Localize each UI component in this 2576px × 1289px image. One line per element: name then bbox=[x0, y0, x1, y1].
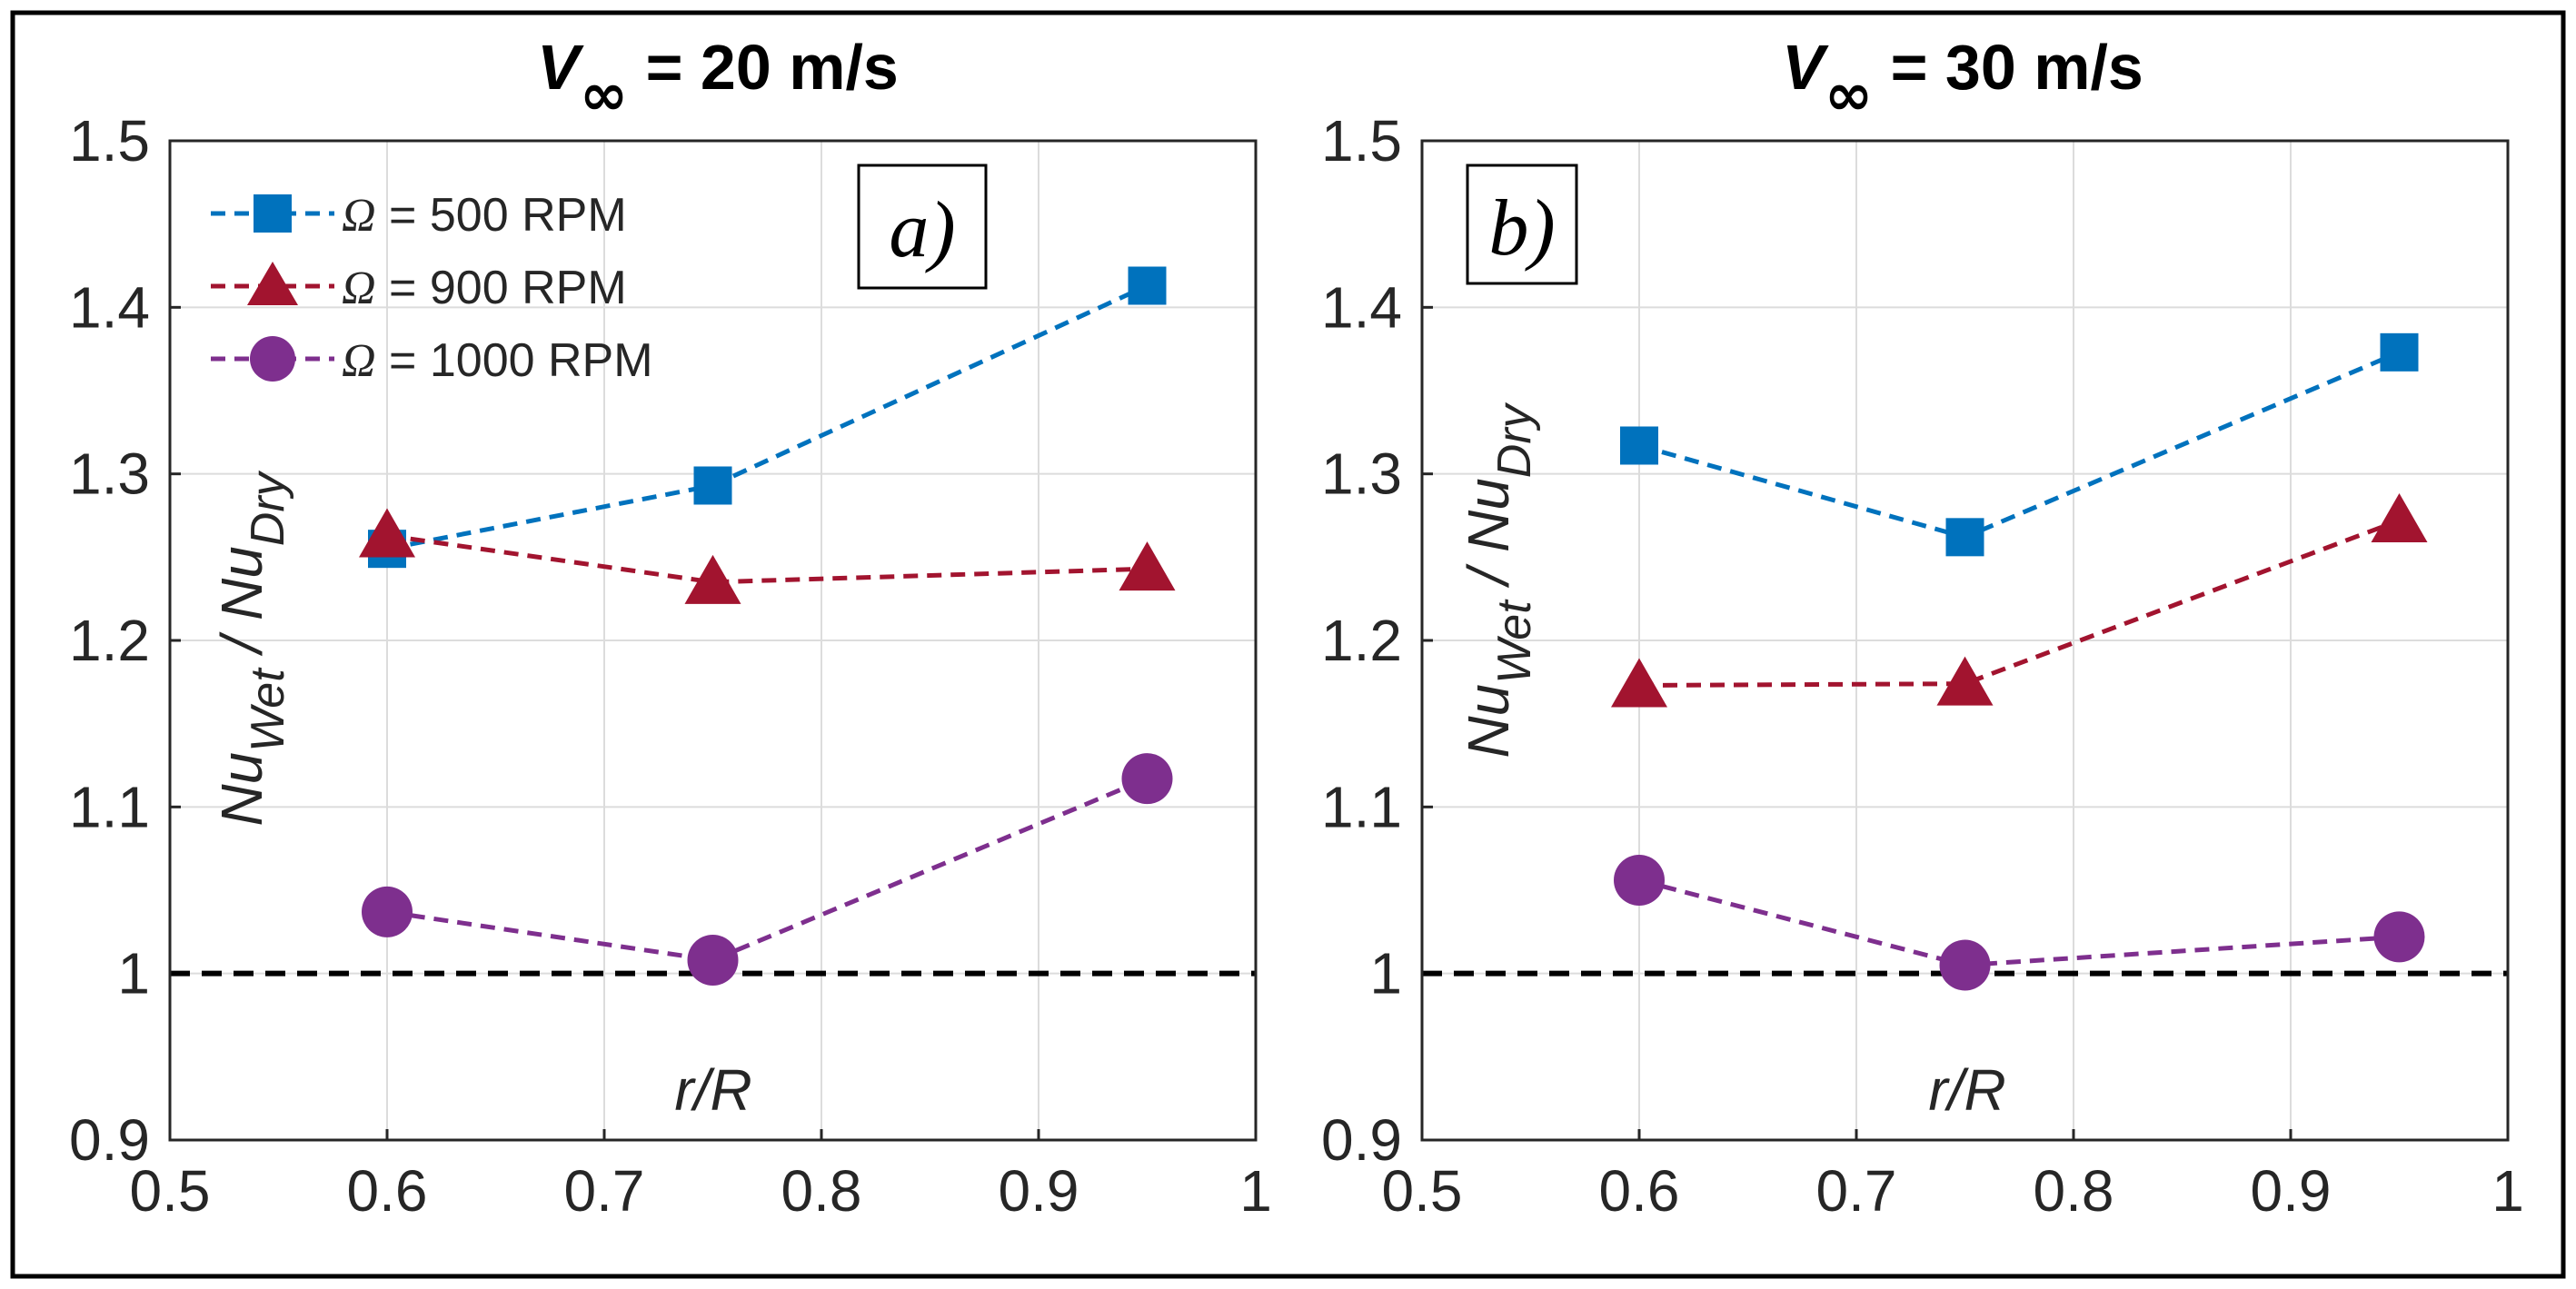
legend-entry-1000: Ω = 1000 RPM bbox=[211, 334, 653, 387]
legend-marker-900 bbox=[247, 262, 298, 305]
ytick-a-3: 1.2 bbox=[69, 608, 150, 673]
marks-a bbox=[168, 139, 1258, 1142]
marker-b-900rpm-1 bbox=[1936, 656, 1994, 706]
axes-frame-a bbox=[168, 139, 1258, 1142]
ytick-a-0: 0.9 bbox=[69, 1107, 150, 1173]
marker-a-900rpm-0 bbox=[359, 508, 415, 558]
marker-a-500rpm-1 bbox=[693, 466, 732, 505]
legend: Ω = 500 RPM Ω = 900 RPM Ω = 1000 RPM bbox=[211, 189, 653, 387]
axes-frame-b bbox=[1420, 139, 2510, 1142]
panel-label-box-a bbox=[857, 164, 988, 290]
legend-entry-900: Ω = 900 RPM bbox=[211, 262, 627, 314]
ytick-b-4: 1.3 bbox=[1321, 441, 1402, 507]
marker-a-900rpm-2 bbox=[1119, 541, 1176, 591]
ylabel-a: NuWet / NuDry bbox=[209, 470, 294, 826]
legend-marker-500 bbox=[254, 194, 292, 233]
series-line-a-900rpm bbox=[386, 533, 1148, 585]
ytick-b-2: 1.1 bbox=[1321, 774, 1402, 839]
marker-b-1000rpm-2 bbox=[2373, 911, 2425, 963]
ytick-a-1: 1 bbox=[117, 941, 150, 1006]
xtick-a-2: 0.7 bbox=[564, 1158, 645, 1224]
xtick-b-5: 1 bbox=[2491, 1158, 2524, 1224]
marker-b-1000rpm-0 bbox=[1614, 855, 1665, 906]
legend-marker-1000 bbox=[250, 336, 295, 382]
xtick-b-3: 0.8 bbox=[2034, 1158, 2114, 1224]
xlabel-a: r/R bbox=[674, 1057, 751, 1123]
ytick-b-0: 0.9 bbox=[1321, 1107, 1402, 1173]
xtick-a-0: 0.5 bbox=[130, 1158, 211, 1224]
xtick-b-0: 0.5 bbox=[1382, 1158, 1463, 1224]
legend-entry-500: Ω = 500 RPM bbox=[211, 189, 627, 242]
xtick-a-4: 0.9 bbox=[999, 1158, 1079, 1224]
xtick-a-3: 0.8 bbox=[781, 1158, 862, 1224]
panel-label-box-b bbox=[1466, 164, 1578, 285]
ytick-a-2: 1.1 bbox=[69, 774, 150, 839]
marker-a-500rpm-2 bbox=[1128, 266, 1167, 305]
marker-b-900rpm-2 bbox=[2371, 493, 2428, 542]
ytick-b-1: 1 bbox=[1369, 941, 1402, 1006]
marker-b-500rpm-1 bbox=[1945, 518, 1984, 557]
xtick-a-5: 1 bbox=[1239, 1158, 1272, 1224]
xlabel-b: r/R bbox=[1928, 1057, 2005, 1123]
series-line-a-1000rpm bbox=[386, 776, 1149, 963]
ytick-b-6: 1.5 bbox=[1321, 108, 1402, 174]
marker-b-500rpm-0 bbox=[1620, 426, 1658, 465]
marker-b-900rpm-0 bbox=[1611, 658, 1667, 708]
ytick-b-3: 1.2 bbox=[1321, 608, 1402, 673]
title-a: V∞ = 20 m/s bbox=[537, 32, 899, 129]
ytick-a-4: 1.3 bbox=[69, 441, 150, 507]
panel-label-a: a) bbox=[889, 186, 955, 274]
legend-label-1000: Ω = 1000 RPM bbox=[342, 334, 653, 387]
xtick-b-4: 0.9 bbox=[2251, 1158, 2332, 1224]
marks-b bbox=[1420, 139, 2510, 1142]
series-line-b-900rpm bbox=[1638, 518, 2401, 688]
marker-b-1000rpm-1 bbox=[1939, 939, 1991, 991]
figure-border bbox=[10, 10, 2566, 1279]
marker-b-500rpm-2 bbox=[2380, 332, 2419, 372]
panel-label-b: b) bbox=[1488, 184, 1555, 273]
panel-a: V∞ = 20 m/s r/R NuWet / NuDry Ω = 500 RP… bbox=[69, 32, 1272, 1224]
xtick-a-1: 0.6 bbox=[347, 1158, 428, 1224]
marker-a-900rpm-1 bbox=[684, 554, 741, 604]
legend-label-500: Ω = 500 RPM bbox=[342, 189, 627, 242]
legend-label-900: Ω = 900 RPM bbox=[342, 262, 627, 314]
ylabel-b: NuWet / NuDry bbox=[1456, 402, 1541, 758]
marker-a-1000rpm-1 bbox=[687, 935, 739, 986]
panel-b: V∞ = 30 m/s r/R NuWet / NuDry b) 0.5 0.6 0… bbox=[1321, 32, 2524, 1224]
xtick-b-1: 0.6 bbox=[1599, 1158, 1680, 1224]
xtick-b-2: 0.7 bbox=[1816, 1158, 1897, 1224]
marker-a-1000rpm-2 bbox=[1121, 753, 1173, 805]
ytick-a-5: 1.4 bbox=[69, 274, 150, 340]
ytick-a-6: 1.5 bbox=[69, 108, 150, 174]
ytick-b-5: 1.4 bbox=[1321, 274, 1402, 340]
marker-a-1000rpm-0 bbox=[362, 886, 413, 937]
title-b: V∞ = 30 m/s bbox=[1782, 32, 2143, 129]
